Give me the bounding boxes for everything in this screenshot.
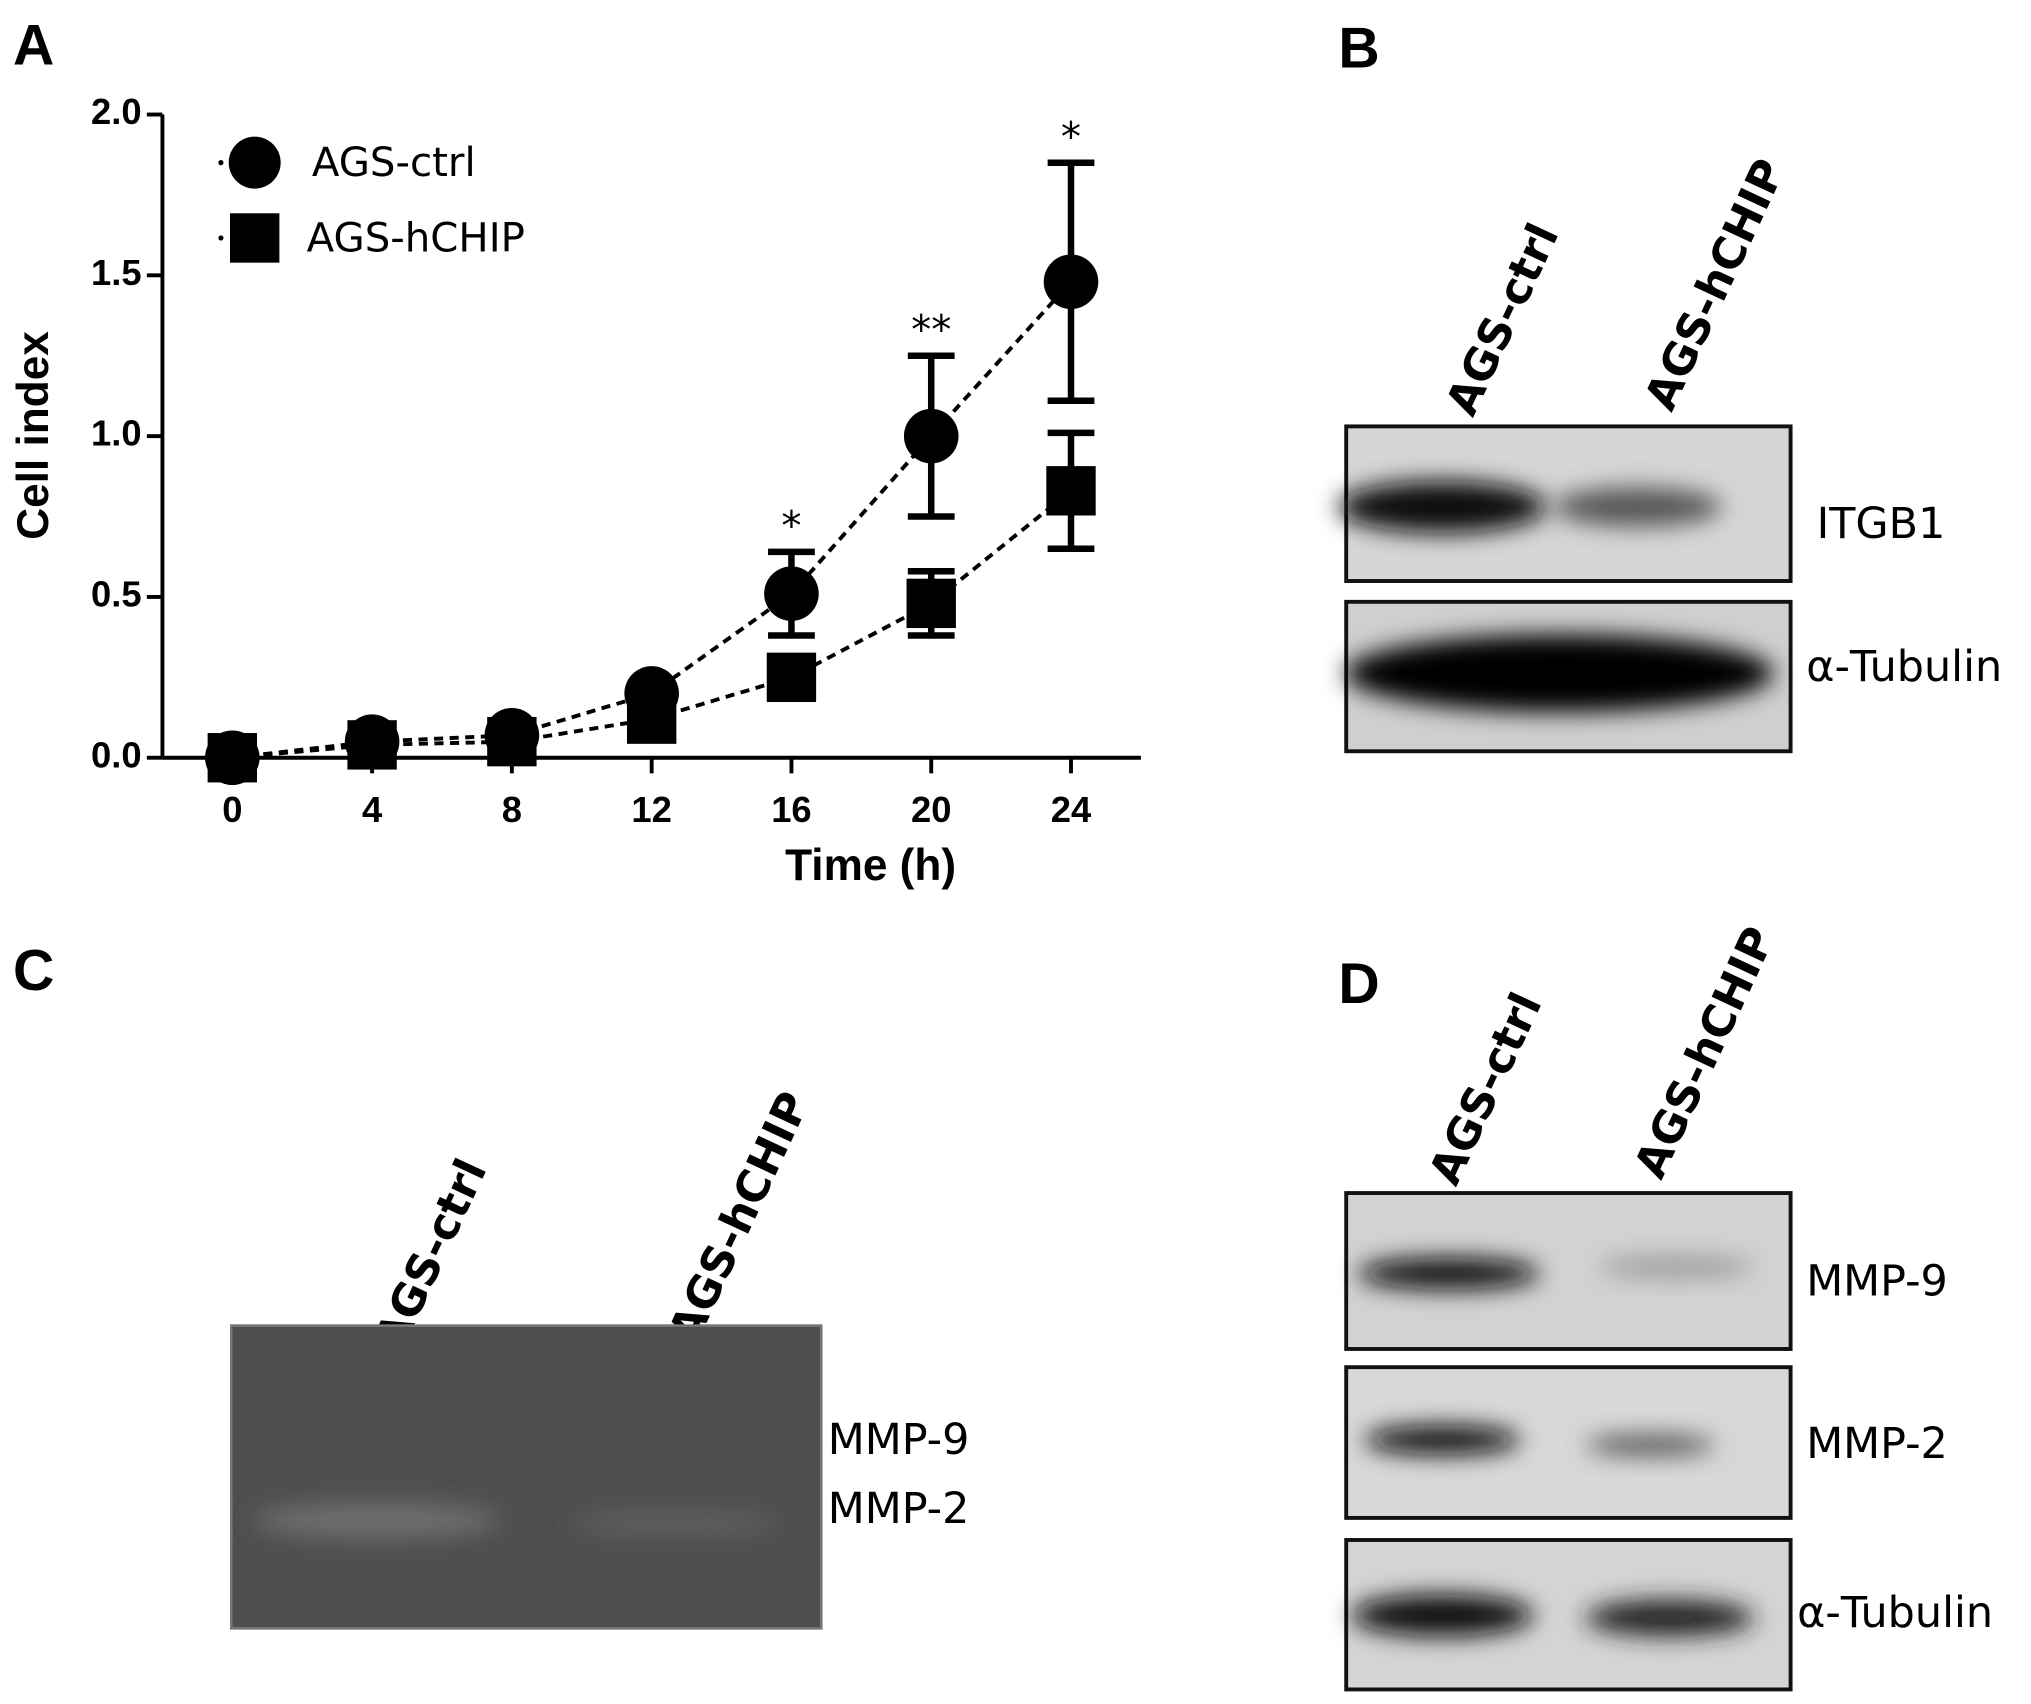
band-label: α-Tubulin xyxy=(1806,642,2002,692)
gel xyxy=(229,1324,823,1630)
x-tick-label: 0 xyxy=(222,789,242,830)
legend-marker xyxy=(229,213,280,263)
data-point xyxy=(764,566,819,622)
y-tick-label: 1.0 xyxy=(91,413,142,454)
chart: Time (h) Cell index 0.0 0.5 1.0 1.5 2.0 0 4 8 12… xyxy=(9,91,1141,890)
band-label: MMP-2 xyxy=(1806,1419,1948,1469)
band xyxy=(1552,487,1722,527)
y-tick-label: 1.5 xyxy=(91,252,142,293)
band xyxy=(1598,1256,1755,1278)
band-label: MMP-9 xyxy=(1806,1257,1948,1307)
blot-d: AGS-ctrl AGS-hCHIP MMP-9 MMP-2 α-Tubulin xyxy=(1344,919,1993,1692)
y-tick-label: 0.0 xyxy=(91,734,142,775)
lane-label: AGS-ctrl xyxy=(1436,216,1569,423)
annotation: * xyxy=(1061,114,1081,160)
data-point xyxy=(207,733,258,783)
legend-marker xyxy=(228,136,281,189)
x-tick-label: 12 xyxy=(631,789,671,830)
band xyxy=(1338,480,1547,533)
data-point xyxy=(766,652,817,703)
x-tick-label: 24 xyxy=(1051,789,1092,830)
band-label: ITGB1 xyxy=(1817,499,1946,549)
y-tick-label: 0.5 xyxy=(91,574,142,615)
lane-label: AGS-ctrl xyxy=(1420,985,1553,1192)
legend-label: AGS-ctrl xyxy=(312,140,476,186)
legend-label: AGS-hCHIP xyxy=(307,216,525,262)
x-tick-label: 4 xyxy=(362,789,383,830)
band xyxy=(1364,1425,1521,1455)
annotation: ** xyxy=(911,307,951,353)
data-point xyxy=(487,716,537,767)
band-label: MMP-9 xyxy=(828,1415,970,1465)
x-axis-label: Time (h) xyxy=(785,841,956,890)
band xyxy=(571,1510,780,1537)
band xyxy=(253,1502,501,1539)
x-tick-label: 8 xyxy=(502,789,522,830)
panel-label: A xyxy=(13,14,54,78)
data-point xyxy=(1046,466,1096,516)
band xyxy=(1585,1599,1755,1637)
zymogram-c: AGS-ctrl AGS-hCHIP MMP-9 MMP-2 xyxy=(229,1084,970,1630)
y-tick-label: 2.0 xyxy=(91,91,142,132)
panel-label: B xyxy=(1338,16,1379,80)
band xyxy=(1344,634,1774,713)
x-tick-label: 16 xyxy=(771,789,811,830)
band xyxy=(1585,1434,1716,1456)
data-point xyxy=(347,720,397,770)
panel-label: C xyxy=(13,939,54,1003)
band-label: MMP-2 xyxy=(828,1484,970,1534)
annotation: * xyxy=(781,504,801,550)
data-point xyxy=(903,408,959,464)
lane-label: AGS-hCHIP xyxy=(1635,151,1795,417)
band xyxy=(1351,1594,1534,1637)
data-point xyxy=(1043,254,1099,310)
x-tick-label: 20 xyxy=(911,789,951,830)
legend-dot xyxy=(218,160,224,166)
data-point xyxy=(626,694,677,744)
lane-label: AGS-hCHIP xyxy=(1625,919,1785,1185)
data-point xyxy=(906,578,956,629)
panel-label: D xyxy=(1338,952,1379,1016)
band-label: α-Tubulin xyxy=(1797,1588,1993,1638)
band xyxy=(1357,1258,1540,1290)
lane-label: AGS-hCHIP xyxy=(659,1084,819,1350)
y-axis-label: Cell index xyxy=(9,331,58,540)
blot-b: AGS-ctrl AGS-hCHIP ITGB1 α-Tubulin xyxy=(1338,151,2002,754)
legend-dot xyxy=(218,235,224,241)
